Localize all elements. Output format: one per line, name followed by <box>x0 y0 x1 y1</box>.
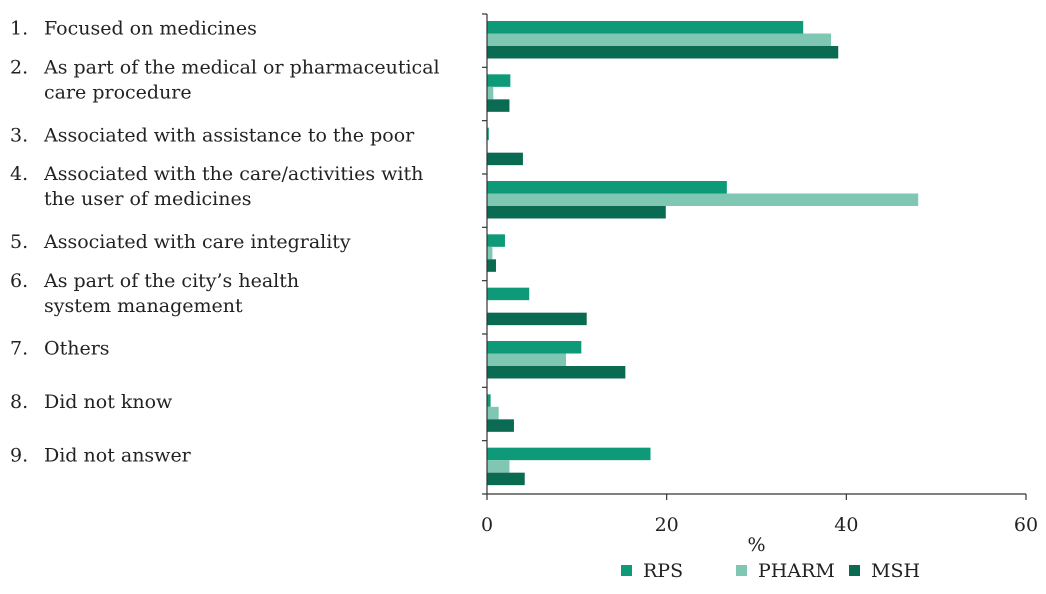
bar-pharm <box>487 193 919 206</box>
legend-label-msh: MSH <box>871 560 920 582</box>
bar-msh <box>487 419 514 432</box>
bar-msh <box>487 99 510 112</box>
category-text: Associated with assistance to the poor <box>43 124 415 146</box>
x-tick-label: 40 <box>834 514 858 536</box>
category-label: 4. Associated with the care/activities wi… <box>10 163 423 210</box>
legend-swatch-rps <box>621 565 632 576</box>
bar-msh <box>487 366 626 379</box>
category-label: 3. Associated with assistance to the poor <box>10 124 415 146</box>
category-number: 5. <box>10 231 28 253</box>
category-text: the user of medicines <box>44 188 251 210</box>
category-number: 7. <box>10 338 28 360</box>
category-label: 9. Did not answer <box>10 444 192 466</box>
category-text: As part of the medical or pharmaceutical <box>43 57 440 79</box>
category-label: 7. Others <box>10 338 110 360</box>
legend-label-rps: RPS <box>643 560 683 582</box>
category-number: 2. <box>10 57 28 79</box>
category-label: 6. As part of the city’s health system man… <box>10 270 299 317</box>
bars <box>487 21 919 486</box>
category-text: Associated with care integrality <box>43 231 351 253</box>
bar-msh <box>487 46 839 59</box>
legend: RPS PHARM MSH <box>621 560 920 582</box>
x-tick-label: 0 <box>481 514 493 536</box>
bar-pharm <box>487 86 494 100</box>
category-label: 2. As part of the medical or pharmaceutic… <box>10 57 440 104</box>
category-text: Did not know <box>44 391 173 413</box>
category-number: 4. <box>10 163 28 185</box>
category-text: As part of the city’s health <box>43 270 299 292</box>
category-number: 6. <box>10 270 28 292</box>
bar-msh <box>487 206 666 219</box>
bar-rps <box>487 394 491 407</box>
x-tick-label: 60 <box>1014 514 1038 536</box>
category-text: Focused on medicines <box>44 18 257 40</box>
bar-pharm <box>487 460 510 473</box>
category-labels: 1. Focused on medicines 2. As part of the m… <box>10 18 440 467</box>
x-ticks: 0 20 40 60 <box>481 494 1038 536</box>
bar-rps <box>487 127 489 141</box>
category-number: 1. <box>10 18 28 40</box>
bar-rps <box>487 181 727 194</box>
legend-label-pharm: PHARM <box>758 560 835 582</box>
category-number: 3. <box>10 124 28 146</box>
bar-pharm <box>487 353 567 366</box>
category-text: Did not answer <box>44 444 192 466</box>
bar-msh <box>487 259 496 272</box>
category-label: 1. Focused on medicines <box>10 18 257 40</box>
category-number: 8. <box>10 391 28 413</box>
bar-rps <box>487 287 530 301</box>
category-text: care procedure <box>44 82 192 104</box>
bar-rps <box>487 21 804 34</box>
bar-pharm <box>487 33 832 46</box>
bar-rps <box>487 234 505 247</box>
bar-rps <box>487 447 651 461</box>
bar-rps <box>487 341 582 354</box>
category-label: 8. Did not know <box>10 391 173 413</box>
bar-rps <box>487 74 511 87</box>
category-text: Others <box>44 338 110 360</box>
category-text: Associated with the care/activities with <box>43 163 423 185</box>
x-tick-label: 20 <box>655 514 679 536</box>
category-text: system management <box>44 295 243 317</box>
legend-swatch-pharm <box>736 565 747 576</box>
x-axis-label: % <box>747 534 765 556</box>
bar-pharm <box>487 246 493 260</box>
bar-msh <box>487 152 523 166</box>
bar-msh <box>487 472 525 486</box>
axes <box>482 13 1026 495</box>
bar-msh <box>487 312 587 326</box>
category-number: 9. <box>10 444 28 466</box>
category-label: 5. Associated with care integrality <box>10 231 351 253</box>
legend-swatch-msh <box>849 565 860 576</box>
bar-pharm <box>487 406 499 420</box>
